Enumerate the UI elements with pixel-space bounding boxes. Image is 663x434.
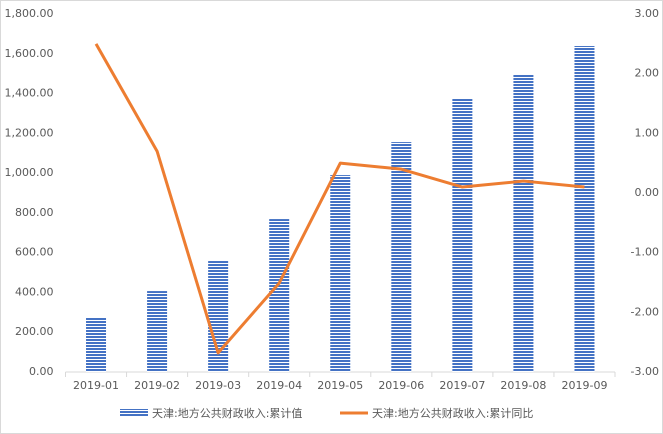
y2-tick-label: 1.00: [635, 126, 660, 139]
bar: [513, 74, 534, 372]
y-tick-label: 600.00: [15, 246, 54, 259]
bar: [574, 46, 595, 372]
y2-tick-label: 2.00: [635, 67, 660, 80]
y2-tick-label: -1.00: [631, 246, 659, 259]
x-tick-label: 2019-05: [317, 379, 363, 392]
y-tick-label: 400.00: [15, 285, 54, 298]
y2-tick-label: 0.00: [635, 186, 660, 199]
y-tick-label: 800.00: [15, 206, 54, 219]
y-tick-label: 0.00: [29, 365, 54, 378]
x-tick-label: 2019-07: [439, 379, 485, 392]
y-tick-label: 1,200.00: [5, 126, 54, 139]
y-tick-label: 1,400.00: [5, 87, 54, 100]
y-tick-label: 1,000.00: [5, 166, 54, 179]
x-tick-label: 2019-04: [256, 379, 302, 392]
bar: [147, 291, 168, 372]
x-tick-label: 2019-08: [500, 379, 546, 392]
line-series: [94, 43, 585, 355]
y-tick-label: 200.00: [15, 325, 54, 338]
x-tick-label: 2019-01: [73, 379, 119, 392]
bar: [86, 317, 107, 372]
y2-tick-label: -3.00: [631, 365, 659, 378]
x-tick-label: 2019-06: [378, 379, 424, 392]
y2-tick-label: -2.00: [631, 305, 659, 318]
y-tick-label: 1,600.00: [5, 47, 54, 60]
x-tick-label: 2019-03: [195, 379, 241, 392]
x-tick-label: 2019-09: [561, 379, 607, 392]
legend-label: 天津:地方公共财政收入:累计值: [152, 406, 302, 420]
x-tick-label: 2019-02: [134, 379, 180, 392]
bar: [391, 142, 412, 372]
bar: [269, 219, 290, 372]
y2-tick-label: 3.00: [635, 7, 660, 20]
bar: [330, 175, 351, 372]
bar: [208, 261, 229, 372]
y-tick-label: 1,800.00: [5, 7, 54, 20]
legend-label: 天津:地方公共财政收入:累计同比: [372, 406, 533, 420]
bar: [452, 98, 473, 373]
legend-swatch: [120, 409, 148, 417]
